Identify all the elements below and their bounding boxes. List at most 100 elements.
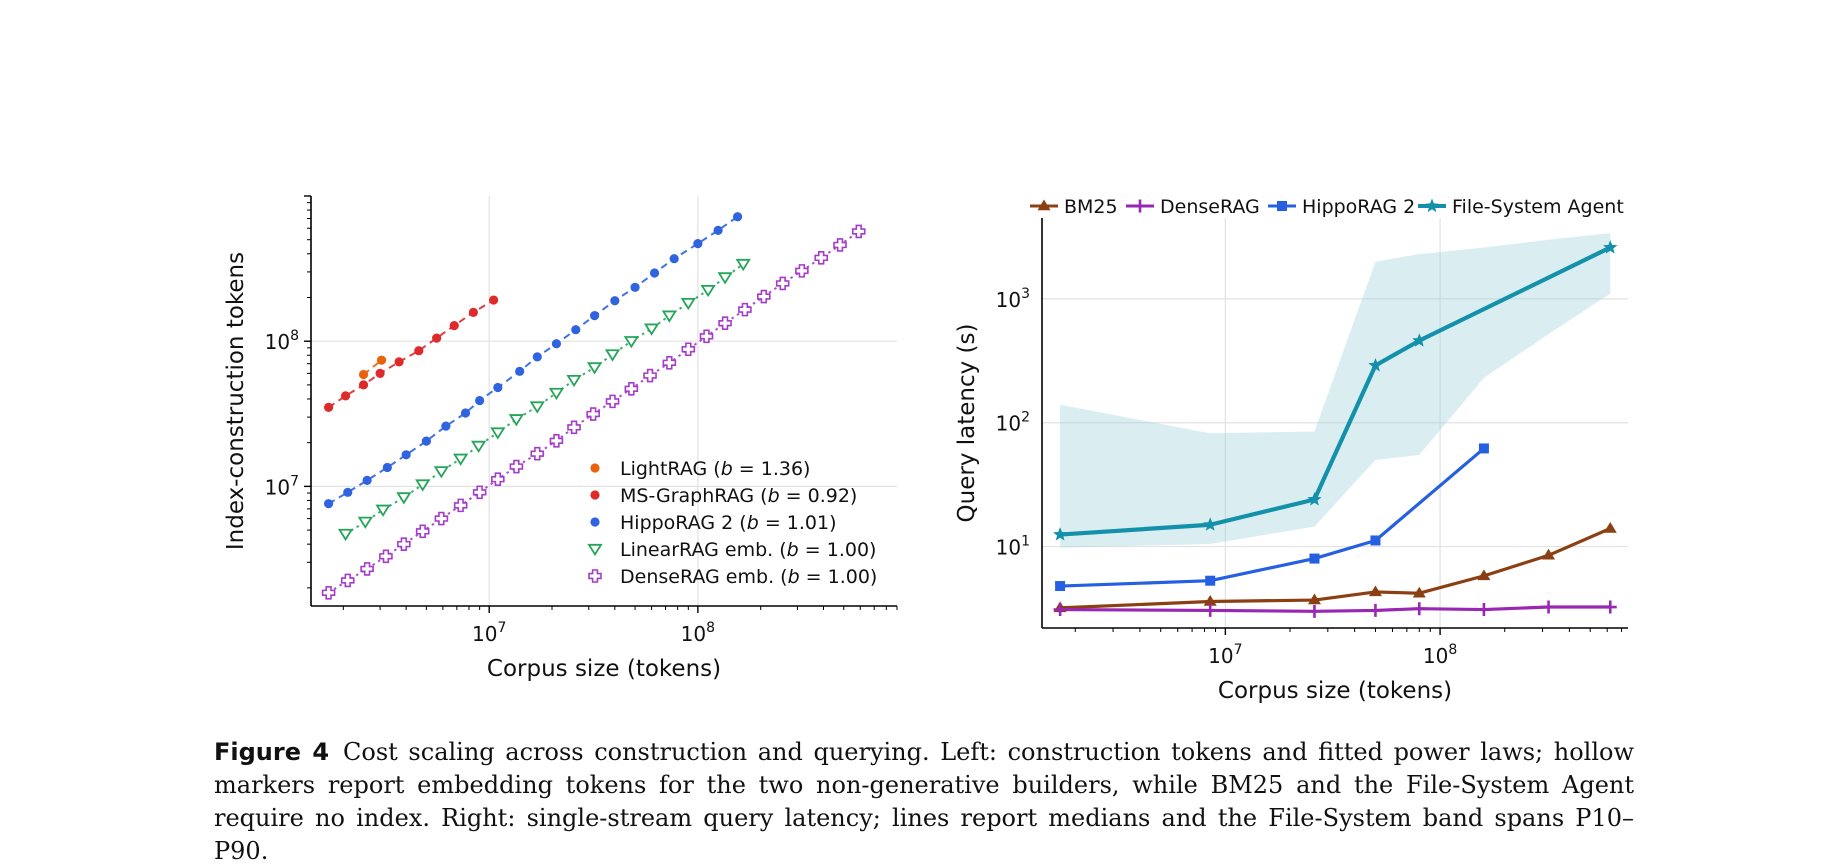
legend-b-symbol: b <box>788 566 800 588</box>
left-x-tick-label-0: 107 <box>472 620 506 646</box>
left-point-denserag-emb-18 <box>662 355 677 370</box>
left-point-linearrag-emb-6 <box>453 453 469 466</box>
left-x-tick-label-1: 108 <box>681 620 715 646</box>
left-point-denserag-emb-20 <box>699 329 714 344</box>
right-point-file-system-agent-4 <box>1412 333 1427 347</box>
right-point-bm25-6 <box>1542 548 1556 560</box>
right-legend-marker-file-system-agent <box>1424 198 1440 213</box>
right-y-tick-label-0-base: 10 <box>996 536 1021 560</box>
left-point-linearrag-emb-5 <box>433 466 449 479</box>
left-point-denserag-emb-0 <box>321 585 336 600</box>
figure-caption-text: Cost scaling across construction and que… <box>214 738 1634 865</box>
left-point-hipporag-2-21 <box>732 212 743 222</box>
left-point-linearrag-emb-14 <box>604 349 621 362</box>
right-legend-marker-denserag <box>1133 199 1147 213</box>
left-point-linearrag-emb-4 <box>415 479 431 492</box>
right-point-bm25-3 <box>1368 585 1382 597</box>
left-point-linearrag-emb-21 <box>735 258 751 272</box>
left-point-denserag-emb-4 <box>397 537 411 551</box>
left-point-ms-graphrag-1 <box>340 391 351 401</box>
figure-caption: Figure 4 Cost scaling across construction… <box>214 736 1634 868</box>
left-point-denserag-emb-24 <box>775 276 790 291</box>
left-point-hipporag-2-6 <box>441 421 451 431</box>
right-point-denserag-6 <box>1542 600 1556 614</box>
right-line-denserag <box>1060 605 1611 613</box>
right-x-tick-label-0: 107 <box>1208 642 1242 668</box>
right-y-tick-label-1: 102 <box>996 410 1030 436</box>
right-point-denserag-5 <box>1477 603 1491 617</box>
left-point-linearrag-emb-13 <box>586 362 603 375</box>
left-y-tick-label-0-exp: 7 <box>290 473 299 489</box>
left-point-hipporag-2-12 <box>551 339 562 349</box>
left-point-denserag-emb-15 <box>605 394 620 409</box>
legend-b-symbol: b <box>768 485 780 507</box>
left-legend-marker-ms-graphrag <box>590 490 600 500</box>
left-point-linearrag-emb-8 <box>490 427 506 440</box>
right-y-tick-label-1-exp: 2 <box>1021 410 1030 426</box>
left-point-ms-graphrag-5 <box>414 346 424 356</box>
left-point-hipporag-2-1 <box>343 487 353 497</box>
left-point-denserag-emb-8 <box>472 485 487 500</box>
left-point-denserag-emb-3 <box>379 549 393 564</box>
right-band-file-system-agent <box>1060 233 1611 548</box>
left-legend-marker-hipporag-2 <box>590 517 600 527</box>
right-point-file-system-agent-0 <box>1053 527 1068 541</box>
right-point-file-system-agent-1 <box>1203 517 1218 531</box>
right-point-denserag-4 <box>1412 602 1426 616</box>
right-point-bm25-1 <box>1203 595 1217 606</box>
right-x-tick-label-0-exp: 7 <box>1234 642 1243 658</box>
left-x-tick-label-1-exp: 8 <box>706 620 715 636</box>
left-point-denserag-emb-13 <box>567 420 581 435</box>
right-legend-label-file-system-agent: File-System Agent <box>1452 196 1624 218</box>
left-point-hipporag-2-17 <box>649 268 660 278</box>
right-y-tick-label-2-exp: 3 <box>1021 286 1030 302</box>
right-point-file-system-agent-3 <box>1368 358 1383 372</box>
left-point-linearrag-emb-19 <box>700 284 716 298</box>
left-fit-line-hipporag-2 <box>328 215 739 505</box>
legend-b-value: = 1.01) <box>759 512 837 534</box>
left-point-ms-graphrag-4 <box>394 357 404 367</box>
left-point-denserag-emb-7 <box>453 498 468 513</box>
right-legend: BM25 DenseRAG HippoRAG 2 File-System Agent <box>1030 196 1624 218</box>
left-point-denserag-emb-5 <box>415 524 430 539</box>
right-point-hipporag-2-1 <box>1205 575 1216 586</box>
left-point-hipporag-2-11 <box>532 352 542 362</box>
right-point-bm25-4 <box>1412 586 1426 598</box>
left-legend-label-hipporag-2: HippoRAG 2 (b = 1.01) <box>620 512 837 534</box>
left-point-denserag-emb-6 <box>434 511 449 526</box>
left-point-hipporag-2-18 <box>669 254 679 264</box>
left-legend-label-lightrag: LightRAG (b = 1.36) <box>620 458 810 480</box>
left-point-hipporag-2-16 <box>630 282 640 292</box>
left-legend: LightRAG (b = 1.36)MS-GraphRAG (b = 0.92… <box>587 458 877 588</box>
left-point-hipporag-2-10 <box>515 366 525 376</box>
right-line-bm25 <box>1060 527 1611 610</box>
left-x-tick-label-0-base: 10 <box>472 622 497 646</box>
left-legend-label-linearrag-emb: LinearRAG emb. (b = 1.00) <box>620 539 876 561</box>
left-point-denserag-emb-22 <box>738 302 752 317</box>
left-legend-marker-lightrag <box>590 463 600 473</box>
left-legend-label-ms-graphrag: MS-GraphRAG (b = 0.92) <box>620 485 857 507</box>
left-point-hipporag-2-15 <box>610 296 620 306</box>
legend-name: HippoRAG 2 ( <box>620 512 747 534</box>
left-point-hipporag-2-8 <box>475 395 485 406</box>
left-point-denserag-emb-2 <box>360 562 374 576</box>
legend-b-value: = 1.00) <box>799 539 877 561</box>
right-x-tick-label-0-base: 10 <box>1208 644 1233 668</box>
left-point-denserag-emb-12 <box>549 434 564 448</box>
left-point-hipporag-2-4 <box>401 450 411 460</box>
left-x-tick-label-0-exp: 7 <box>497 620 506 636</box>
left-point-hipporag-2-5 <box>421 436 431 446</box>
right-y-tick-label-2: 103 <box>996 286 1030 312</box>
left-point-ms-graphrag-9 <box>489 295 499 305</box>
left-point-linearrag-emb-0 <box>337 528 354 542</box>
legend-b-value: = 0.92) <box>780 485 858 507</box>
right-point-file-system-agent-2 <box>1307 492 1322 506</box>
right-point-denserag-7 <box>1603 600 1617 614</box>
left-point-denserag-emb-14 <box>586 407 600 421</box>
left-point-hipporag-2-13 <box>571 325 581 335</box>
legend-name: MS-GraphRAG ( <box>620 485 768 507</box>
left-point-linearrag-emb-20 <box>717 272 733 285</box>
left-point-ms-graphrag-2 <box>358 380 369 390</box>
